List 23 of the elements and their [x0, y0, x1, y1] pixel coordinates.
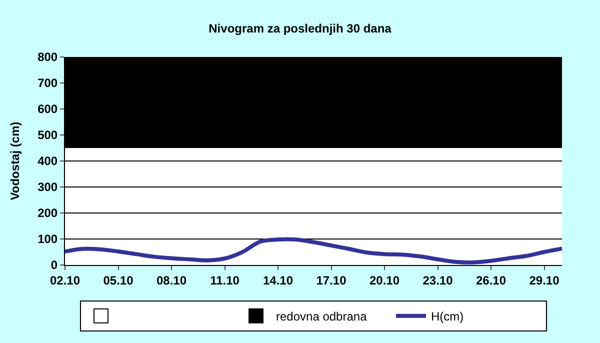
y-axis-title: Vodostaj (cm) [8, 122, 22, 200]
x-tick-label: 26.10 [476, 273, 506, 288]
y-tick-label: 800 [38, 50, 58, 64]
y-tick-label: 700 [38, 76, 58, 90]
y-tick-label: 600 [38, 102, 58, 116]
y-tick-label: 500 [38, 128, 58, 142]
x-tick-label: 05.10 [103, 273, 134, 288]
x-tick-label: 23.10 [422, 273, 454, 288]
y-tick-label: 100 [38, 232, 58, 246]
x-tick-label: 02.10 [50, 273, 80, 288]
y-tick-label: 400 [38, 154, 58, 168]
chart-title: Nivogram za poslednjih 30 dana [208, 21, 392, 36]
x-tick-label: 08.10 [156, 273, 187, 288]
y-tick-label: 200 [38, 206, 58, 220]
x-tick-label: 20.10 [369, 273, 400, 288]
x-tick-label: 14.10 [262, 273, 294, 288]
x-tick-label: 17.10 [316, 273, 347, 288]
y-tick-label: 0 [50, 258, 58, 272]
x-tick-label: 11.10 [210, 273, 240, 288]
legend-label: redovna odbrana [276, 310, 368, 324]
y-tick-label: 300 [38, 180, 58, 194]
legend-label: H(cm) [431, 310, 464, 324]
x-tick-label: 29.10 [529, 273, 560, 288]
